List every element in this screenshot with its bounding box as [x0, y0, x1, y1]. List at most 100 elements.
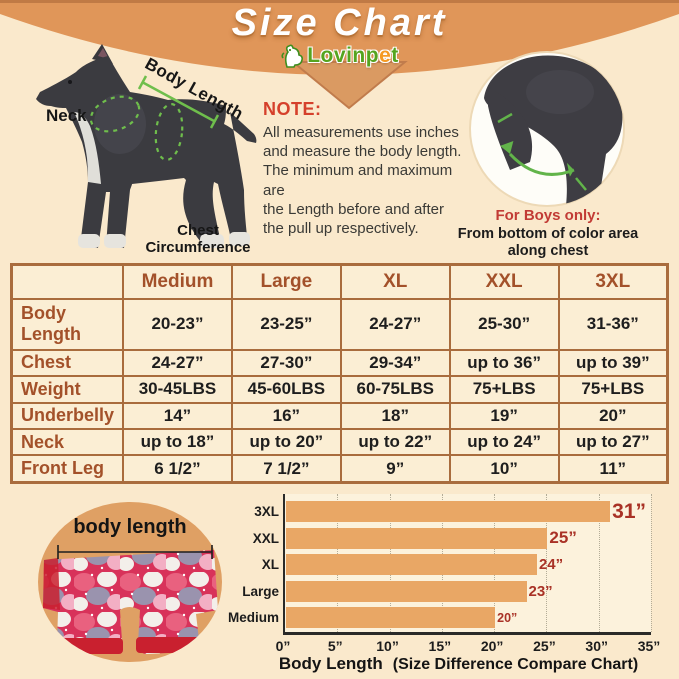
size-table-cell: 27-30”	[230, 348, 342, 378]
pajama-body-length-label: body length	[73, 516, 187, 538]
size-table-cell: up to 36”	[448, 348, 560, 378]
size-column-header: Large	[230, 263, 342, 300]
chart-bar	[286, 580, 527, 602]
x-tick-label: 35”	[637, 638, 661, 654]
table-row: Underbelly 14” 16” 18” 19” 20”	[10, 401, 669, 430]
size-table-corner	[10, 263, 125, 300]
dog-measurement-figure: Neck Body Length Chest Circumference	[18, 42, 258, 262]
bar-value-label: 31”	[612, 499, 647, 523]
size-table-cell: 10”	[448, 454, 560, 484]
dog-silhouette	[36, 44, 257, 248]
boys-caption: For Boys only: From bottom of color area…	[450, 207, 646, 259]
x-tick-label: 30”	[585, 638, 608, 654]
pajama-measure-line	[57, 545, 213, 559]
size-table-cell: 20”	[557, 401, 669, 430]
bar-value-label: 23”	[528, 582, 553, 600]
size-table-cell: up to 27”	[557, 427, 669, 457]
size-table-cell: 16”	[230, 401, 342, 430]
size-column-header: Medium	[122, 263, 233, 300]
table-header-row: Medium Large XL XXL 3XL	[10, 263, 669, 300]
size-table: Medium Large XL XXL 3XL Body Length 20-23” 23-2…	[10, 263, 669, 484]
size-table-cell: 23-25”	[230, 298, 342, 351]
table-row: Body Length 20-23” 23-25” 24-27” 25-30” 31-36…	[10, 298, 669, 351]
chart-xlabel: Body Length	[278, 654, 383, 673]
row-label: Front Leg	[10, 454, 125, 484]
chest-measure-arrow	[497, 112, 587, 191]
chart-bar	[286, 501, 611, 522]
size-table-cell: 7 1/2”	[230, 454, 342, 484]
boys-chest-figure	[468, 50, 626, 208]
brand-name: Lovinpet	[307, 44, 399, 67]
note-line: the Length before and after	[263, 200, 444, 218]
x-tick-label: 25”	[533, 638, 556, 654]
neck-label: Neck	[46, 106, 87, 125]
neck-ellipse-annotation	[89, 95, 141, 133]
chart-plot-area	[283, 494, 652, 635]
size-table-cell: up to 24”	[448, 427, 560, 457]
category-label: XXL	[252, 530, 279, 546]
size-table-cell: up to 18”	[122, 427, 233, 457]
bar-value-label: 24”	[538, 556, 564, 573]
size-table-cell: 24-27”	[339, 298, 451, 351]
chart-bar	[286, 607, 496, 628]
size-table-cell: up to 20”	[230, 427, 342, 457]
note-line: All measurements use inches	[263, 124, 459, 141]
size-column-header: 3XL	[557, 263, 669, 300]
body-length-measure-line	[137, 75, 220, 129]
size-table-cell: 20-23”	[122, 298, 233, 351]
size-column-header: XL	[339, 263, 451, 300]
size-table-cell: 75+LBS	[448, 375, 560, 404]
chart-bar	[286, 554, 537, 575]
size-table-cell: 29-34”	[339, 348, 451, 378]
x-tick-label: 15”	[428, 638, 452, 654]
grid-line	[546, 494, 548, 632]
note-line: and measure the body length.	[263, 143, 462, 161]
row-label: Neck	[10, 427, 125, 457]
x-tick-label: 0”	[275, 638, 291, 654]
note-line: the pull up respectively.	[263, 219, 419, 237]
category-label: 3XL	[254, 504, 279, 519]
size-table-cell: 75+LBS	[557, 375, 669, 404]
category-label: Large	[242, 583, 279, 599]
chart-caption: Body Length (Size Difference Compare Char…	[238, 654, 679, 674]
size-table-cell: 31-36”	[557, 298, 669, 351]
chest-circumference-label: Chest Circumference	[145, 222, 251, 256]
size-table-cell: 45-60LBS	[230, 375, 342, 404]
size-table-cell: 30-45LBS	[122, 375, 233, 404]
size-table-cell: 19”	[448, 401, 560, 430]
size-table-cell: 18”	[339, 401, 451, 430]
row-label: Chest	[10, 348, 125, 378]
size-table-cell: 6 1/2”	[122, 454, 233, 484]
category-label: XL	[261, 557, 279, 572]
row-label: Body Length	[10, 298, 125, 351]
lovinpet-dog-icon	[281, 44, 304, 68]
bar-value-label: 25”	[549, 528, 577, 547]
table-row: Neck up to 18” up to 20” up to 22” up to 24”…	[10, 427, 669, 457]
row-label: Underbelly	[10, 401, 125, 430]
bar-value-label: 20”	[497, 610, 518, 625]
table-row: Front Leg 6 1/2” 7 1/2” 9” 10” 11”	[10, 454, 669, 484]
note-line: The minimum and maximum are	[263, 162, 453, 199]
table-row: Weight 30-45LBS 45-60LBS 60-75LBS 75+LBS 75+L…	[10, 375, 669, 404]
chart-xlabel-note: (Size Difference Compare Chart)	[392, 656, 639, 673]
pajama-figure: body length	[28, 492, 232, 670]
size-table-cell: 14”	[122, 401, 233, 430]
chart-bar	[286, 527, 548, 549]
size-column-header: XXL	[448, 263, 560, 300]
boys-heading: For Boys only:	[495, 207, 601, 224]
category-label: Medium	[227, 610, 279, 625]
size-table-cell: 60-75LBS	[339, 375, 451, 404]
size-table-cell: 24-27”	[122, 348, 233, 378]
size-table-cell: up to 22”	[339, 427, 451, 457]
size-table-cell: 11”	[557, 454, 669, 484]
table-row: Chest 24-27” 27-30” 29-34” up to 36” up to 39…	[10, 348, 669, 378]
banner-graphic	[0, 0, 679, 110]
chest-ellipse-annotation	[154, 103, 184, 161]
row-label: Weight	[10, 375, 125, 404]
grid-line	[651, 494, 652, 632]
size-table-cell: up to 39”	[557, 348, 669, 378]
note-heading: NOTE:	[263, 99, 322, 119]
x-tick-label: 5”	[327, 638, 343, 654]
x-tick-label: 20”	[480, 638, 504, 654]
